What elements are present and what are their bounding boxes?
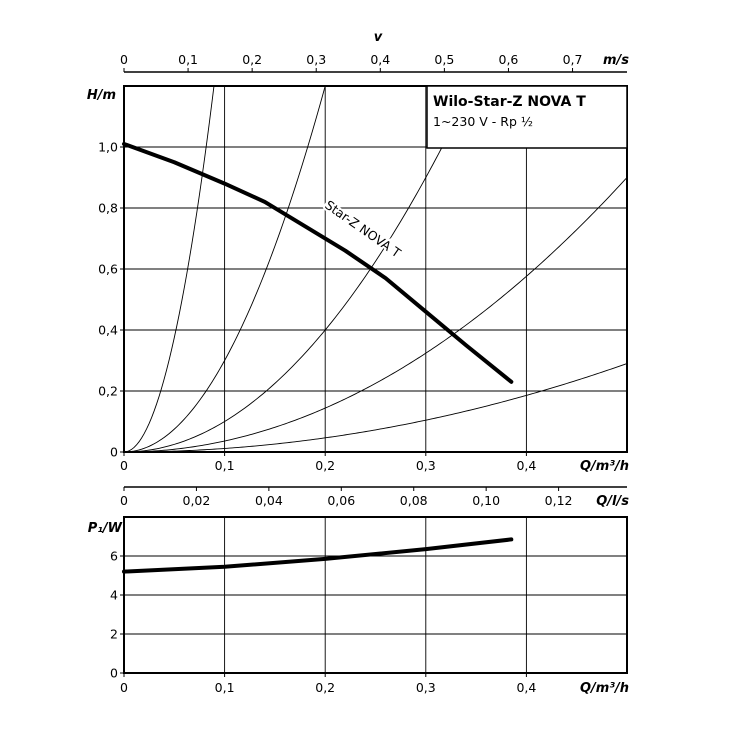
velocity-axis-label: v	[374, 30, 383, 45]
velocity-tick-label-7: 0,7	[563, 52, 583, 67]
head-xtick-label-0: 0	[120, 458, 128, 473]
flow-ls-tick-label-5: 0,10	[472, 493, 500, 508]
power-ytick-label-0: 0	[110, 666, 118, 681]
head-ytick-label-0: 0	[110, 445, 118, 460]
head-xtick-label-3: 0,3	[416, 458, 436, 473]
power-ylabel: P₁/W	[88, 521, 123, 536]
head-xtick-label-1: 0,1	[215, 458, 235, 473]
power-xtick-label-3: 0,3	[416, 680, 436, 695]
velocity-axis-unit: m/s	[603, 53, 629, 68]
head-xlabel: Q/m³/h	[580, 459, 629, 474]
head-xtick-label-2: 0,2	[315, 458, 335, 473]
flow-ls-tick-label-6: 0,12	[545, 493, 573, 508]
head-ytick-label-3: 0,6	[98, 262, 118, 277]
power-xlabel: Q/m³/h	[580, 681, 629, 696]
velocity-tick-label-0: 0	[120, 52, 128, 67]
flow-ls-tick-label-4: 0,08	[400, 493, 428, 508]
system-curve-3	[124, 177, 627, 452]
head-ytick-label-5: 1,0	[98, 140, 118, 155]
pump-curve-label: Star-Z NOVA T	[322, 197, 404, 260]
velocity-tick-label-2: 0,2	[242, 52, 262, 67]
legend-title: Wilo-Star-Z NOVA T	[433, 94, 586, 110]
power-ytick-label-2: 4	[110, 588, 118, 603]
head-ytick-label-4: 0,8	[98, 201, 118, 216]
system-curve-1	[124, 86, 326, 452]
velocity-tick-label-1: 0,1	[178, 52, 198, 67]
legend-subtitle: 1~230 V - Rp ½	[433, 114, 533, 129]
power-xtick-label-1: 0,1	[215, 680, 235, 695]
flow-ls-tick-label-0: 0	[120, 493, 128, 508]
flow-ls-tick-label-2: 0,04	[255, 493, 283, 508]
power-ytick-label-3: 6	[110, 549, 118, 564]
legend-box	[426, 85, 628, 149]
system-curve-2	[124, 86, 473, 452]
head-ylabel: H/m	[87, 88, 116, 103]
power-ytick-label-1: 2	[110, 627, 118, 642]
pump-head-curve	[122, 141, 514, 384]
system-curve-0	[124, 86, 215, 452]
head-ytick-label-2: 0,4	[98, 323, 118, 338]
power-curve	[122, 537, 514, 574]
velocity-tick-label-4: 0,4	[370, 52, 390, 67]
velocity-tick-label-5: 0,5	[434, 52, 454, 67]
head-ytick-label-1: 0,2	[98, 384, 118, 399]
power-xtick-label-4: 0,4	[516, 680, 536, 695]
power-xtick-label-2: 0,2	[315, 680, 335, 695]
head-xtick-label-4: 0,4	[516, 458, 536, 473]
flow-ls-axis-unit: Q/l/s	[596, 494, 629, 509]
flow-ls-tick-label-3: 0,06	[327, 493, 355, 508]
velocity-tick-label-3: 0,3	[306, 52, 326, 67]
power-xtick-label-0: 0	[120, 680, 128, 695]
flow-ls-tick-label-1: 0,02	[183, 493, 211, 508]
system-curve-4	[124, 363, 627, 452]
velocity-tick-label-6: 0,6	[499, 52, 519, 67]
